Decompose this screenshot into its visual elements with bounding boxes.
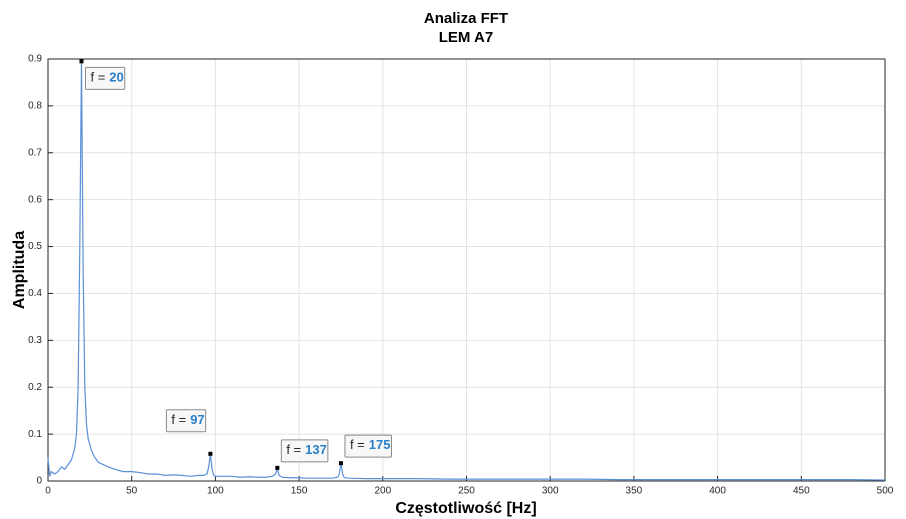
- x-tick-label: 350: [626, 486, 643, 497]
- datatip-point: [275, 465, 280, 470]
- datatip-point: [79, 59, 84, 64]
- y-tick-label: 0.3: [28, 335, 42, 346]
- datatip-point: [338, 461, 343, 466]
- datatip: f = 20: [84, 66, 126, 90]
- datatip-value: 137: [305, 442, 327, 457]
- chart-title: Analiza FFT: [424, 10, 508, 27]
- x-tick-label: 0: [45, 486, 51, 497]
- y-tick-label: 0.9: [28, 54, 42, 65]
- x-tick-label: 200: [374, 486, 391, 497]
- y-tick-label: 0.8: [28, 101, 42, 112]
- y-axis-label: Amplituda: [11, 231, 28, 309]
- x-axis-label: Częstotliwość [Hz]: [395, 500, 536, 517]
- datatip: f = 137: [280, 439, 329, 463]
- y-tick-label: 0.7: [28, 147, 42, 158]
- y-tick-label: 0: [36, 476, 42, 487]
- datatip-point: [208, 451, 213, 456]
- datatip-box: [165, 409, 207, 433]
- x-tick-label: 500: [877, 486, 894, 497]
- y-tick-label: 0.1: [28, 429, 42, 440]
- y-tick-label: 0.2: [28, 382, 42, 393]
- y-tick-label: 0.6: [28, 194, 42, 205]
- y-tick-label: 0.5: [28, 241, 42, 252]
- x-tick-label: 50: [126, 486, 138, 497]
- plot-frame: [47, 58, 886, 482]
- datatip-text: f = 20: [90, 70, 123, 85]
- datatip-text: f = 137: [286, 442, 327, 457]
- datatip-box: [344, 434, 392, 458]
- datatip-box: [84, 66, 126, 90]
- x-tick-label: 100: [207, 486, 224, 497]
- datatip-label: f =: [171, 412, 186, 427]
- series-line: [47, 61, 886, 481]
- datatip-value: 20: [109, 70, 123, 85]
- x-tick-label: 400: [709, 486, 726, 497]
- y-tick-label: 0.4: [28, 288, 42, 299]
- datatip-label: f =: [350, 438, 365, 453]
- x-tick-label: 300: [542, 486, 559, 497]
- datatip: f = 97: [165, 409, 207, 433]
- datatip-value: 175: [369, 438, 391, 453]
- datatip: f = 175: [344, 434, 392, 458]
- datatip-box: [280, 439, 329, 463]
- datatip-value: 97: [190, 412, 204, 427]
- datatip-label: f =: [90, 70, 105, 85]
- datatip-text: f = 97: [171, 412, 204, 427]
- chart-subtitle: LEM A7: [439, 29, 493, 46]
- x-tick-label: 450: [793, 486, 810, 497]
- datatip-text: f = 175: [350, 438, 391, 453]
- x-tick-label: 250: [458, 486, 475, 497]
- x-tick-label: 150: [291, 486, 308, 497]
- datatip-label: f =: [286, 442, 301, 457]
